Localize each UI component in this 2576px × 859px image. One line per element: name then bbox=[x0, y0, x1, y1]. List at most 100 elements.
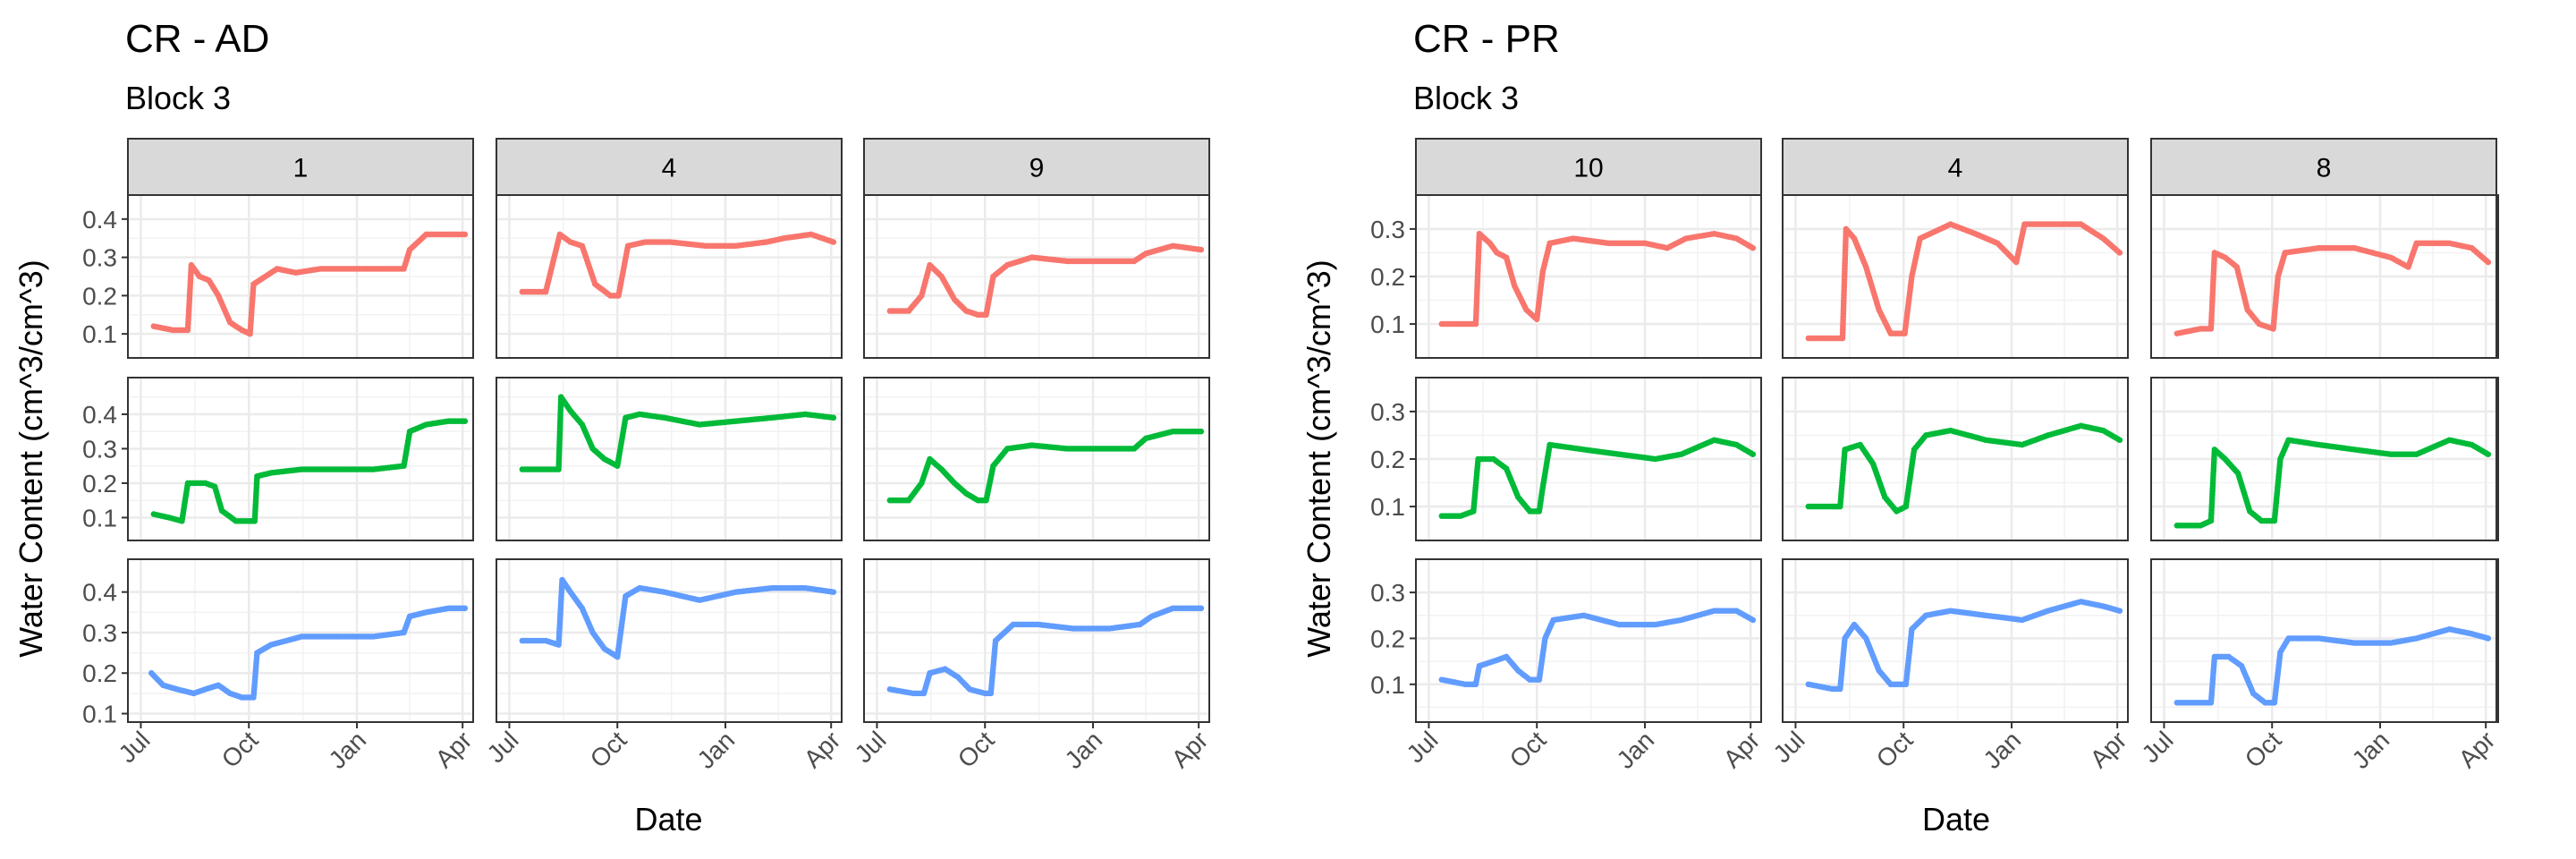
facet-panel bbox=[863, 194, 1210, 359]
data-series bbox=[1805, 599, 2123, 693]
data-point bbox=[2116, 250, 2123, 256]
column-strip bbox=[127, 138, 474, 196]
x-tick-label: Oct bbox=[953, 726, 1000, 773]
panel-background bbox=[1783, 559, 2128, 722]
facet-panel bbox=[496, 194, 843, 359]
facet-panel bbox=[1782, 558, 2129, 723]
y-tick-label: 0.1 bbox=[82, 504, 117, 532]
data-series bbox=[1438, 608, 1757, 688]
x-tick-label: Oct bbox=[1504, 726, 1552, 773]
chart-subtitle: Block 3 bbox=[125, 80, 231, 116]
facet-panel bbox=[127, 558, 474, 723]
data-point bbox=[830, 589, 837, 595]
data-series bbox=[1805, 422, 2123, 515]
column-strip-label: 8 bbox=[2317, 154, 2332, 183]
column-strip-label: 4 bbox=[662, 154, 677, 183]
column-strip bbox=[1782, 138, 2129, 196]
data-series bbox=[886, 242, 1205, 319]
panel-background bbox=[864, 559, 1209, 722]
panel-border bbox=[496, 194, 843, 359]
y-axis-title: Water Content (cm^3/cm^3) bbox=[13, 259, 49, 658]
data-point bbox=[462, 605, 469, 612]
data-point bbox=[830, 414, 837, 421]
y-tick-label: 0.3 bbox=[1370, 216, 1405, 243]
panel-border bbox=[1782, 194, 2129, 359]
data-point bbox=[830, 239, 837, 245]
x-tick-label: Apr bbox=[430, 726, 478, 773]
y-tick-label: 0.1 bbox=[1370, 493, 1405, 521]
data-series bbox=[519, 394, 837, 472]
column-strip bbox=[1415, 138, 1762, 196]
y-tick-label: 0.3 bbox=[1370, 398, 1405, 426]
panel-border bbox=[1782, 377, 2129, 541]
panel-border bbox=[496, 558, 843, 723]
data-series bbox=[886, 605, 1205, 697]
y-tick-label: 0.4 bbox=[82, 401, 117, 429]
x-tick-label: Jan bbox=[1059, 726, 1107, 774]
facet-panel bbox=[1782, 194, 2129, 359]
facet-panel bbox=[863, 377, 1210, 541]
facet-panel bbox=[496, 558, 843, 723]
data-point bbox=[462, 231, 469, 238]
column-strip bbox=[863, 138, 1210, 196]
facet-panel bbox=[1415, 558, 1762, 723]
y-tick-label: 0.2 bbox=[1370, 625, 1405, 652]
facet-panel bbox=[496, 377, 843, 541]
facet-chart-2: CR - PR Block 3 Date Water Content (cm^3/cm… bbox=[1301, 17, 2500, 838]
data-point bbox=[1198, 246, 1205, 253]
facet-panel bbox=[127, 194, 474, 359]
facet-panel bbox=[2150, 194, 2497, 359]
y-tick-label: 0.1 bbox=[1370, 310, 1405, 338]
column-strip-label: 10 bbox=[1573, 154, 1603, 183]
panel-background bbox=[128, 378, 473, 540]
x-tick-label: Jan bbox=[1611, 726, 1659, 774]
data-series bbox=[519, 576, 837, 660]
column-strip-label: 4 bbox=[1948, 154, 1963, 183]
panel-background bbox=[1416, 559, 1761, 722]
column-strip bbox=[2150, 138, 2497, 196]
y-tick-label: 0.3 bbox=[82, 435, 117, 463]
data-series bbox=[2174, 437, 2492, 529]
chart-title: CR - AD bbox=[125, 17, 269, 61]
x-tick-label: Jul bbox=[1767, 726, 1809, 768]
panel-background bbox=[128, 559, 473, 722]
x-tick-label: Jul bbox=[849, 726, 891, 768]
data-point bbox=[462, 418, 469, 424]
data-series bbox=[2174, 625, 2492, 706]
panel-border bbox=[127, 377, 474, 541]
y-tick-label: 0.3 bbox=[82, 619, 117, 647]
chart-title: CR - PR bbox=[1413, 17, 1560, 61]
x-tick-label: Apr bbox=[1718, 726, 1766, 773]
x-axis-title: Date bbox=[634, 801, 702, 838]
x-tick-label: Jul bbox=[1401, 726, 1443, 768]
y-tick-label: 0.1 bbox=[1370, 671, 1405, 699]
data-series bbox=[1438, 230, 1757, 327]
data-series bbox=[519, 231, 837, 299]
x-tick-label: Apr bbox=[799, 726, 846, 773]
x-tick-label: Jul bbox=[481, 726, 523, 768]
panel-background bbox=[496, 378, 842, 540]
data-point bbox=[1750, 617, 1757, 624]
data-point bbox=[1198, 428, 1205, 435]
data-series bbox=[150, 418, 469, 524]
y-tick-label: 0.4 bbox=[82, 579, 117, 607]
x-tick-label: Apr bbox=[2085, 726, 2132, 773]
y-tick-label: 0.2 bbox=[1370, 446, 1405, 473]
data-series bbox=[2174, 240, 2492, 337]
data-series bbox=[1805, 221, 2123, 342]
x-tick-label: Oct bbox=[2240, 726, 2287, 773]
facet-panel bbox=[1782, 377, 2129, 541]
data-point bbox=[2116, 437, 2123, 444]
panel-border bbox=[2150, 377, 2497, 541]
x-tick-label: Jan bbox=[691, 726, 740, 774]
x-tick-label: Apr bbox=[1166, 726, 1214, 773]
data-series bbox=[886, 428, 1205, 504]
y-tick-label: 0.2 bbox=[82, 659, 117, 687]
data-point bbox=[2116, 608, 2123, 614]
x-tick-label: Apr bbox=[2453, 726, 2501, 773]
y-tick-label: 0.2 bbox=[82, 470, 117, 498]
y-tick-label: 0.3 bbox=[1370, 579, 1405, 607]
y-tick-label: 0.1 bbox=[82, 701, 117, 728]
x-tick-label: Oct bbox=[1871, 726, 1919, 773]
data-series bbox=[150, 231, 469, 337]
